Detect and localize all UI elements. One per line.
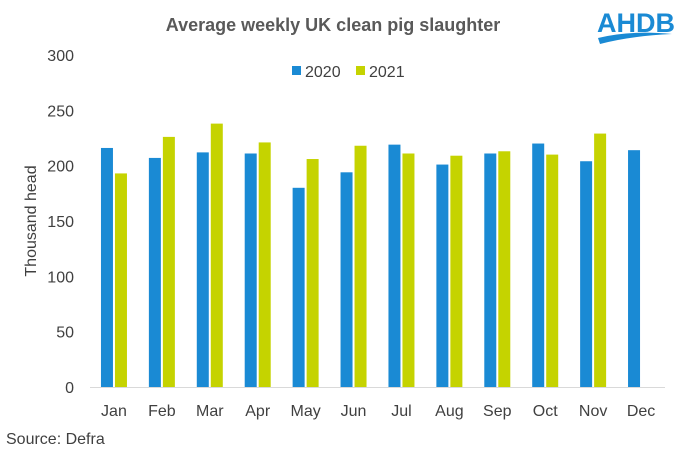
bar-2020-dec — [628, 150, 641, 387]
bar-2021-feb — [162, 136, 175, 387]
x-tick-label: Jan — [101, 403, 127, 420]
x-tick-label: Oct — [533, 403, 558, 420]
x-tick-label: Apr — [245, 403, 271, 420]
x-tick-label: Nov — [579, 403, 607, 420]
bar-2021-oct — [546, 154, 559, 387]
y-tick-label: 100 — [47, 269, 74, 286]
legend-swatch-2021 — [356, 66, 365, 75]
bar-2021-jul — [402, 153, 415, 387]
y-tick-label: 300 — [47, 48, 74, 65]
chart-title: Average weekly UK clean pig slaughter — [166, 15, 500, 35]
bar-2020-feb — [148, 157, 161, 387]
bar-2020-jan — [100, 147, 113, 387]
bar-2021-aug — [450, 155, 463, 387]
bar-2020-jun — [340, 172, 353, 387]
bar-2020-nov — [580, 161, 593, 387]
ahdb-logo: AHDB — [597, 8, 675, 44]
bar-2021-jan — [114, 173, 127, 387]
y-tick-label: 150 — [47, 214, 74, 231]
bar-2020-mar — [196, 152, 209, 387]
bar-2021-apr — [258, 142, 271, 387]
x-tick-label: Aug — [435, 403, 463, 420]
bar-2020-apr — [244, 153, 257, 387]
x-tick-label: Dec — [627, 403, 655, 420]
x-tick-label: Jun — [341, 403, 367, 420]
x-tick-label: Sep — [483, 403, 512, 420]
bar-2020-may — [292, 187, 305, 387]
source-note: Source: Defra — [6, 431, 105, 448]
bar-2020-aug — [436, 164, 449, 387]
bar-2021-sep — [498, 151, 511, 387]
y-tick-label: 0 — [65, 380, 74, 397]
x-tick-label: Jul — [391, 403, 411, 420]
legend-label-2020: 2020 — [305, 64, 341, 81]
x-tick-label: Feb — [148, 403, 176, 420]
y-tick-label: 50 — [56, 325, 74, 342]
y-tick-label: 200 — [47, 159, 74, 176]
legend-swatch-2020 — [292, 66, 301, 75]
bar-2020-sep — [484, 153, 497, 387]
bar-2021-jun — [354, 145, 367, 387]
y-tick-label: 250 — [47, 103, 74, 120]
legend-label-2021: 2021 — [369, 64, 405, 81]
bar-2021-may — [306, 159, 319, 387]
bar-2021-mar — [210, 123, 223, 387]
bar-2020-oct — [532, 143, 545, 387]
x-tick-label: May — [291, 403, 321, 420]
x-tick-label: Mar — [196, 403, 224, 420]
y-axis-label: Thousand head — [23, 165, 40, 276]
bar-2021-nov — [594, 133, 607, 387]
bar-2020-jul — [388, 144, 401, 387]
logo-wave-icon — [598, 32, 672, 44]
